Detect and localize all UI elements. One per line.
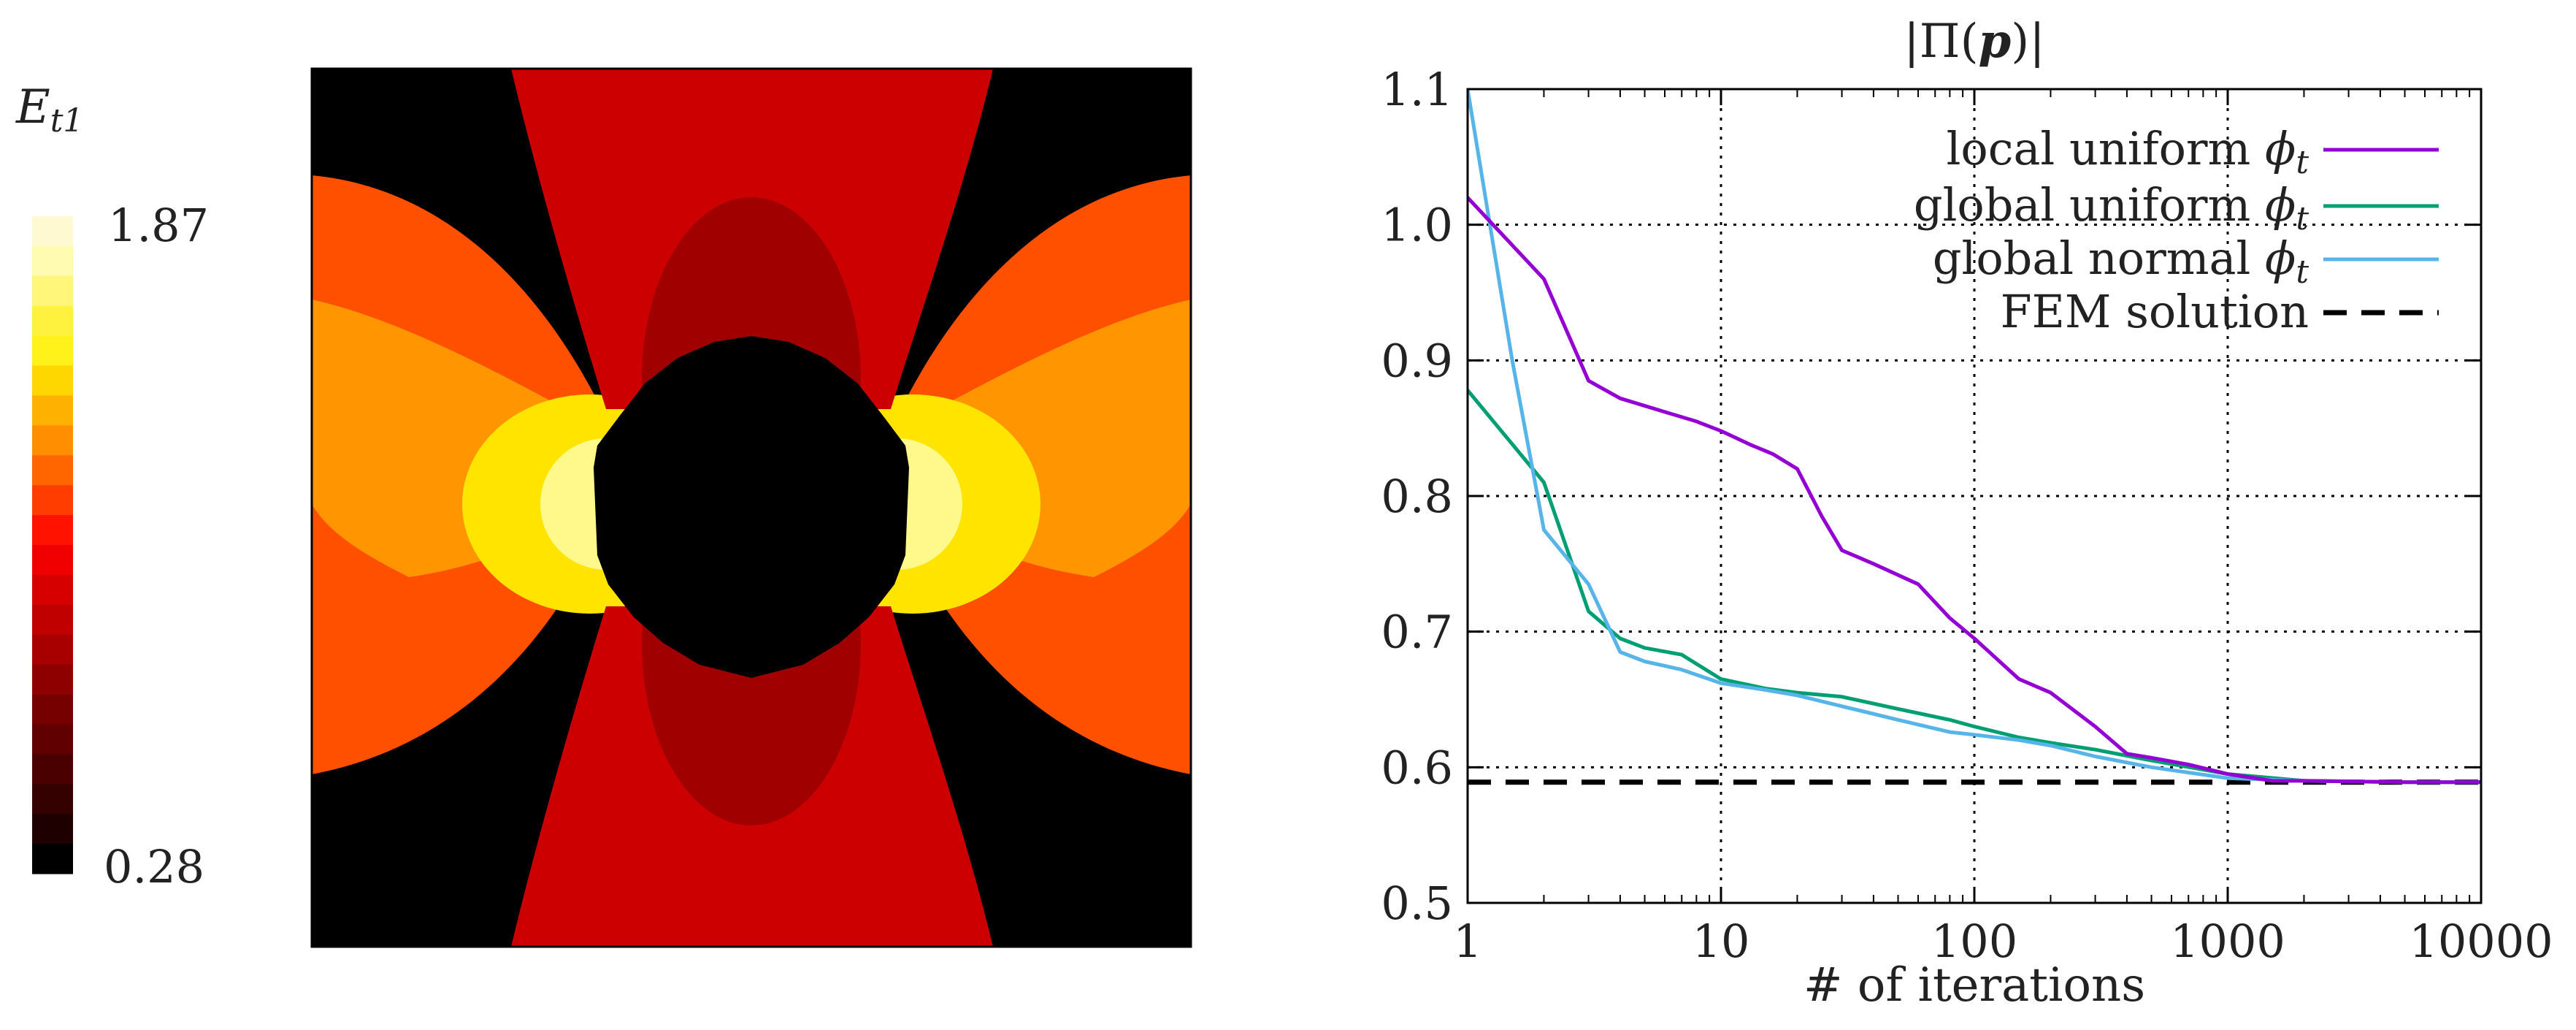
- colorbar-max-label: 1.87: [108, 199, 209, 252]
- colorbar-level: [32, 664, 73, 695]
- legend-label: FEM solution: [2001, 285, 2309, 338]
- y-tick-label: 0.9: [1381, 334, 1453, 387]
- plot-frame: [1466, 88, 2483, 904]
- colorbar-level: [32, 515, 73, 546]
- x-tick-label: 1: [1453, 915, 1481, 968]
- x-tick-label: 10: [1693, 915, 1750, 968]
- legend-label: local uniform ϕt: [1947, 122, 2309, 181]
- colorbar-min-label: 0.28: [104, 840, 204, 893]
- x-tick-labels: 1 10 100 1000 10000: [1453, 915, 2553, 968]
- y-tick-label: 0.6: [1381, 741, 1453, 794]
- colorbar-level: [32, 425, 73, 456]
- colorbar-level: [32, 275, 73, 307]
- legend-label: global normal ϕt: [1933, 232, 2309, 291]
- colorbar-level: [32, 395, 73, 426]
- colorbar-level: [32, 634, 73, 665]
- colorbar-levels: [32, 216, 73, 874]
- y-tick-label: 0.5: [1381, 877, 1453, 930]
- colorbar-level: [32, 754, 73, 785]
- x-tick-label: 1000: [2170, 915, 2285, 968]
- chart-series: [1468, 89, 2481, 785]
- colorbar-level: [32, 844, 73, 874]
- field-contour-plot: [312, 69, 1191, 947]
- line-chart: |Π(p)| 0.50.60.70.80.91.01.1 1 10 100 1000 1…: [1381, 14, 2553, 1012]
- x-axis-label: # of iterations: [1803, 958, 2145, 1012]
- field-hole: [594, 336, 909, 678]
- field-plot-frame: [310, 67, 1192, 948]
- colorbar-level: [32, 335, 73, 367]
- y-tick-label: 1.0: [1381, 199, 1453, 252]
- colorbar-level: [32, 485, 73, 516]
- y-tick-label: 0.7: [1381, 606, 1453, 659]
- colorbar-level: [32, 724, 73, 755]
- chart-grid: [1468, 89, 2481, 903]
- y-tick-label: 0.8: [1381, 470, 1453, 523]
- colorbar-level: [32, 574, 73, 606]
- colorbar-label: Et1: [15, 80, 83, 140]
- colorbar-level: [32, 455, 73, 486]
- x-tick-label: 100: [1931, 915, 2017, 968]
- colorbar-level: [32, 245, 73, 277]
- colorbar-level: [32, 305, 73, 337]
- series-line: [1468, 89, 2481, 785]
- colorbar-level: [32, 784, 73, 815]
- colorbar-level: [32, 814, 73, 844]
- colorbar-level: [32, 365, 73, 397]
- colorbar-level: [32, 694, 73, 725]
- y-tick-labels: 0.5 0.6 0.7 0.8 0.9 1.0 1.1: [1381, 63, 1453, 930]
- colorbar-level: [32, 604, 73, 636]
- legend-label: global uniform ϕt: [1914, 178, 2309, 237]
- series-line: [1468, 389, 2481, 785]
- colorbar-level: [32, 216, 73, 247]
- colorbar: Et1 1.87 0.28: [15, 80, 209, 893]
- y-tick-label: 1.1: [1381, 63, 1453, 116]
- series-line: [1468, 196, 2481, 785]
- colorbar-level: [32, 545, 73, 576]
- x-tick-label: 10000: [2409, 915, 2553, 968]
- chart-title: |Π(p)|: [1904, 14, 2045, 69]
